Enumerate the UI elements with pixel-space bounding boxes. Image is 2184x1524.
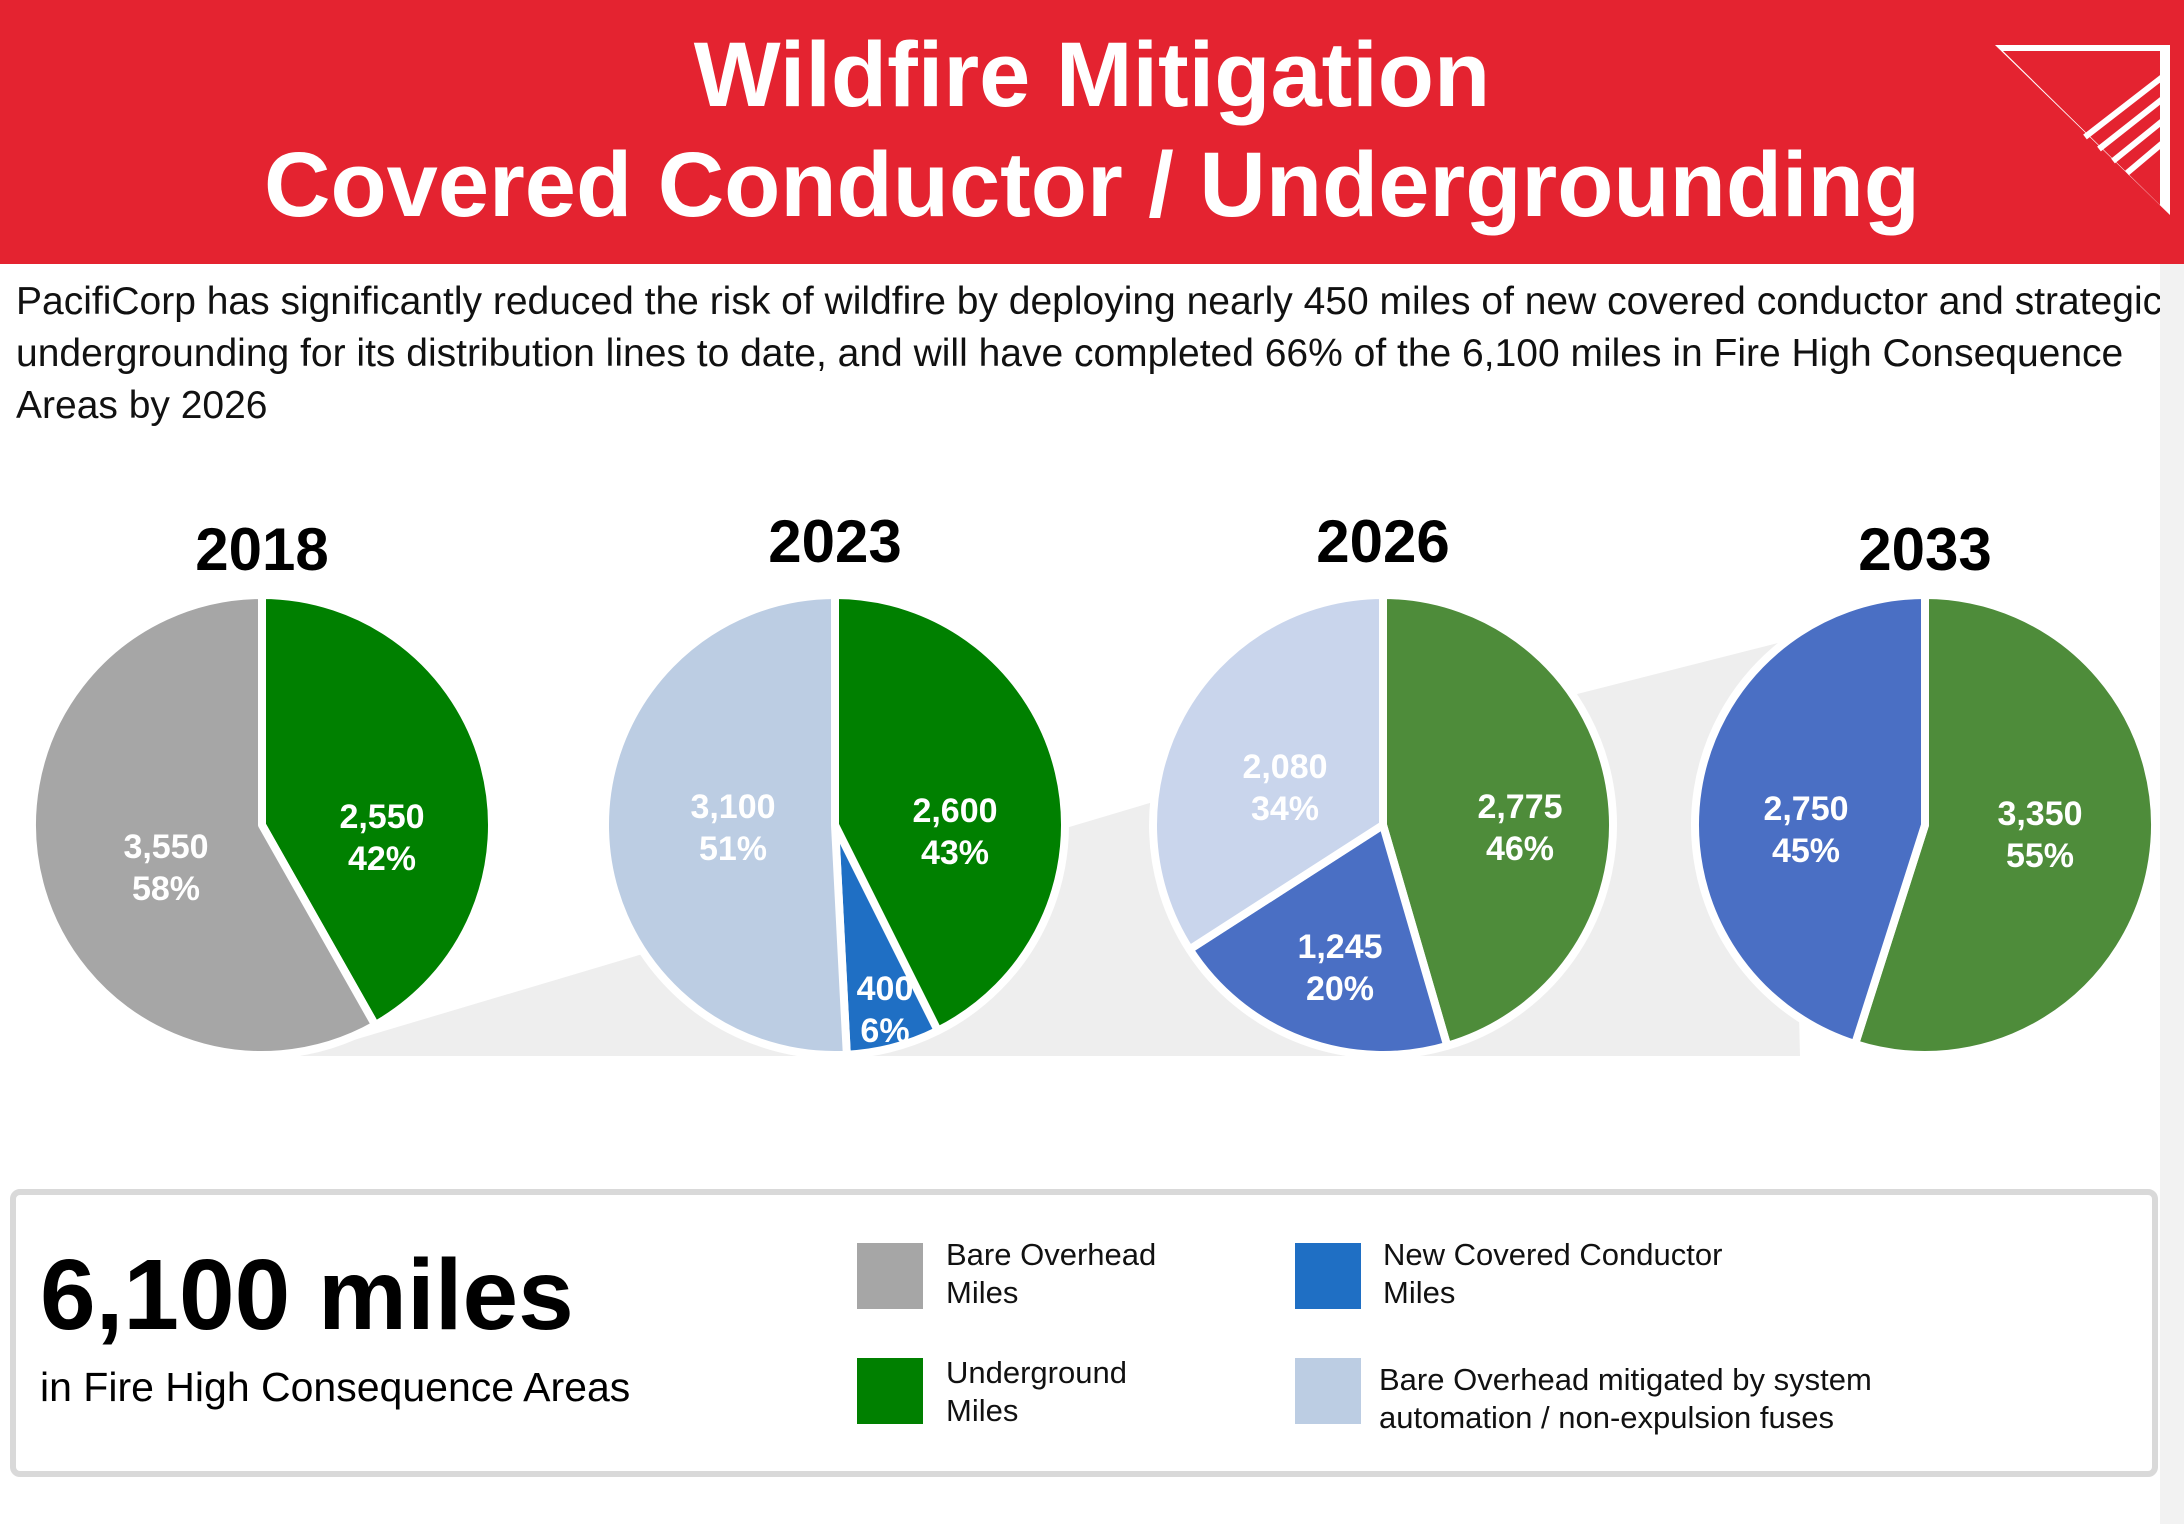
slice-percent-label: 34%	[1251, 790, 1319, 828]
total-miles: 6,100 miles	[40, 1239, 574, 1351]
slice-value-label: 2,550	[339, 798, 424, 836]
slice-percent-label: 55%	[2006, 837, 2074, 875]
pie-slice-2018-2	[28, 591, 380, 1059]
pie-slice-2033-1	[1851, 591, 2159, 1059]
legend-swatch-underground	[857, 1358, 923, 1424]
company-logo-icon	[1995, 45, 2170, 215]
slice-value-label: 3,100	[690, 788, 775, 826]
slice-percent-label: 42%	[348, 840, 416, 878]
slice-value-label: 2,750	[1763, 790, 1848, 828]
legend-label-new-covered: New Covered Conductor Miles	[1383, 1237, 1723, 1310]
slice-percent-label: 6%	[860, 1012, 909, 1050]
legend-panel	[10, 1189, 2158, 1477]
pie-title-2018: 2018	[195, 516, 328, 583]
slice-percent-label: 51%	[699, 830, 767, 868]
legend-label-mitigated: Bare Overhead mitigated by system automa…	[1379, 1362, 1872, 1435]
legend-swatch-new-covered	[1295, 1243, 1361, 1309]
intro-paragraph: PacifiCorp has significantly reduced the…	[16, 280, 2163, 427]
pie-slice-2023-1	[831, 591, 1069, 1035]
legend-swatch-mitigated	[1295, 1358, 1361, 1424]
slice-percent-label: 43%	[921, 834, 989, 872]
total-miles-subtitle: in Fire High Consequence Areas	[40, 1364, 631, 1410]
slice-value-label: 400	[857, 970, 914, 1008]
slice-percent-label: 58%	[132, 870, 200, 908]
page-edge-strip	[2160, 264, 2184, 1524]
slice-percent-label: 45%	[1772, 832, 1840, 870]
legend-label-bare-overhead: Bare Overhead Miles	[946, 1237, 1157, 1310]
pie-slice-2023-3	[601, 591, 851, 1059]
pie-slice-2018-1	[258, 591, 496, 1030]
pie-title-2033: 2033	[1858, 516, 1991, 583]
slice-value-label: 1,245	[1297, 928, 1382, 966]
pie-title-2023: 2023	[768, 508, 901, 575]
pie-slice-2033-2	[1690, 591, 1929, 1049]
slice-percent-label: 20%	[1306, 970, 1374, 1008]
pie-title-2026: 2026	[1316, 508, 1449, 575]
slice-percent-label: 46%	[1486, 830, 1554, 868]
slice-value-label: 3,350	[1997, 795, 2082, 833]
slice-value-label: 2,600	[912, 792, 997, 830]
title-line-1: Wildfire Mitigation	[693, 24, 1491, 126]
title-line-2: Covered Conductor / Undergrounding	[264, 134, 1920, 236]
slice-value-label: 3,550	[123, 828, 208, 866]
pie-slice-2026-1	[1379, 591, 1617, 1050]
pie-slice-2026-3	[1149, 591, 1387, 954]
slice-value-label: 2,775	[1477, 788, 1562, 826]
pie-charts: 2018 2,550 42% 3,550 58% 2023 2,600 43% 400 6% 3,1…	[28, 508, 2159, 1059]
legend-swatch-bare-overhead	[857, 1243, 923, 1309]
header-banner: Wildfire Mitigation Covered Conductor / …	[0, 0, 2184, 264]
slice-value-label: 2,080	[1242, 748, 1327, 786]
pie-slice-2026-2	[1185, 821, 1452, 1059]
legend-label-underground: Underground Miles	[946, 1355, 1127, 1428]
